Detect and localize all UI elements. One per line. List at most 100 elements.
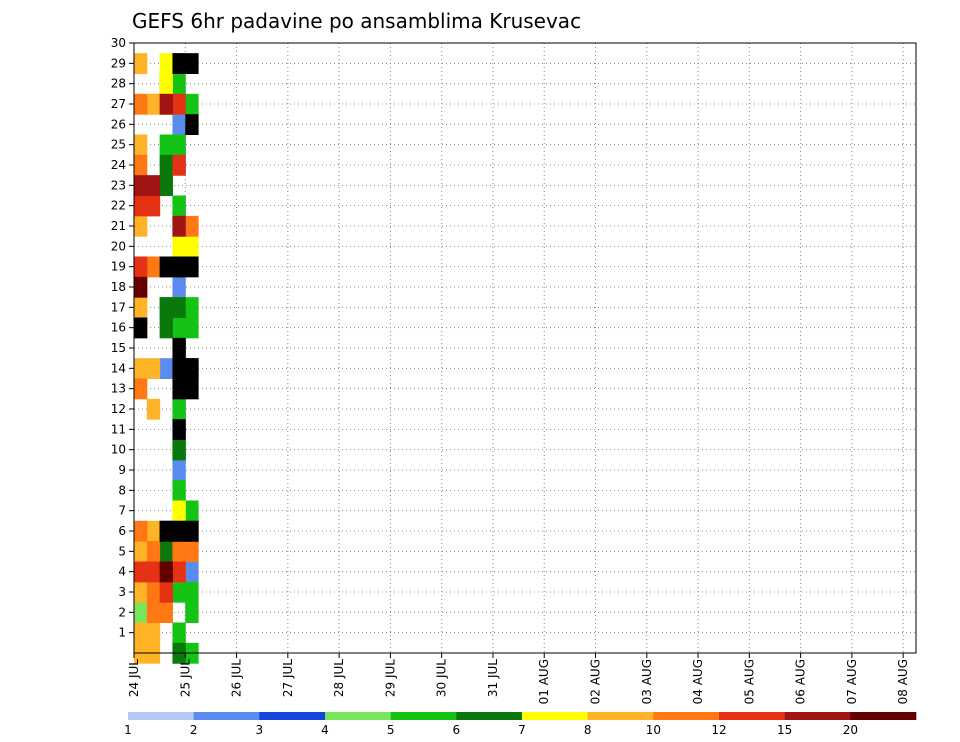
data-cell	[159, 175, 173, 196]
legend-level-label: 3	[256, 723, 264, 737]
legend-level-label: 4	[321, 723, 329, 737]
y-tick-label: 2	[118, 605, 126, 619]
y-tick-label: 27	[111, 97, 126, 111]
legend-swatch	[259, 712, 326, 720]
legend-level-label: 10	[646, 723, 661, 737]
legend-swatch	[456, 712, 523, 720]
legend-swatch	[850, 712, 917, 720]
data-cell	[134, 53, 148, 74]
data-cell	[159, 93, 173, 115]
data-cell	[134, 317, 148, 339]
y-tick-label: 18	[111, 280, 126, 294]
data-cell	[134, 602, 148, 623]
x-tick-label: 07 AUG	[845, 659, 859, 704]
data-cell	[172, 276, 186, 298]
y-tick-label: 9	[118, 463, 126, 477]
x-tick-label: 06 AUG	[794, 659, 808, 704]
legend-swatch	[193, 712, 260, 720]
data-cell	[134, 93, 148, 115]
y-tick-label: 13	[111, 382, 126, 396]
legend-level-label: 7	[518, 723, 526, 737]
data-cell	[185, 520, 199, 542]
legend-level-label: 12	[711, 723, 726, 737]
data-cell	[172, 256, 186, 278]
y-tick-label: 23	[111, 178, 126, 192]
data-cell	[146, 561, 161, 583]
data-cell	[146, 622, 161, 644]
y-tick-label: 12	[111, 402, 126, 416]
data-cell	[159, 561, 173, 583]
data-cell	[185, 541, 199, 562]
legend-level-label: 5	[387, 723, 395, 737]
data-cell	[172, 419, 186, 440]
legend-level-label: 2	[190, 723, 198, 737]
legend-swatch	[128, 712, 194, 720]
data-cell	[159, 73, 173, 95]
y-tick-label: 26	[111, 117, 126, 131]
y-tick-label: 24	[111, 158, 126, 172]
data-cell	[159, 134, 173, 156]
data-cell	[172, 500, 186, 522]
x-tick-label: 26 JUL	[230, 659, 244, 697]
data-cell	[172, 378, 186, 400]
data-cell	[172, 398, 186, 420]
legend-level-label: 20	[843, 723, 858, 737]
data-cell	[185, 93, 199, 115]
legend-level-label: 6	[453, 723, 461, 737]
y-tick-label: 25	[111, 138, 126, 152]
data-cell	[185, 114, 199, 135]
data-cell	[185, 53, 199, 74]
data-cell	[146, 358, 161, 379]
data-cell	[146, 256, 161, 278]
data-cell	[185, 236, 199, 257]
x-tick-label: 27 JUL	[281, 659, 295, 697]
data-cell	[134, 541, 148, 562]
data-cell	[134, 276, 148, 298]
data-cell	[134, 134, 148, 156]
legend-swatch	[719, 712, 785, 720]
x-tick-label: 05 AUG	[742, 659, 756, 704]
data-cell	[185, 215, 199, 237]
y-tick-label: 21	[111, 219, 126, 233]
data-cell	[172, 358, 186, 379]
data-cell	[159, 297, 173, 318]
data-cell	[185, 602, 199, 623]
x-tick-label: 04 AUG	[691, 659, 705, 704]
data-cell	[172, 541, 186, 562]
grid	[134, 42, 916, 653]
y-tick-label: 15	[111, 341, 126, 355]
legend-level-label: 15	[777, 723, 792, 737]
y-tick-label: 5	[118, 544, 126, 558]
data-cell	[159, 602, 173, 623]
y-tick-label: 1	[118, 626, 126, 640]
legend-level-label: 8	[584, 723, 592, 737]
data-cell	[159, 53, 173, 74]
chart-title: GEFS 6hr padavine po ansamblima Krusevac	[132, 9, 581, 33]
data-cell	[134, 561, 148, 583]
data-cell	[172, 93, 186, 115]
data-cell	[134, 297, 148, 318]
data-cell	[172, 154, 186, 176]
y-tick-label: 20	[111, 239, 126, 253]
y-tick-label: 28	[111, 77, 126, 91]
data-cell	[134, 154, 148, 176]
data-cell	[172, 73, 186, 95]
legend-swatch	[784, 712, 851, 720]
x-tick-label: 02 AUG	[589, 659, 603, 704]
data-cell	[172, 337, 186, 359]
x-tick-label: 28 JUL	[332, 659, 346, 697]
x-tick-label: 31 JUL	[486, 659, 500, 697]
data-cell	[185, 317, 199, 339]
legend-swatch	[653, 712, 720, 720]
y-tick-label: 14	[111, 361, 126, 375]
x-tick-label: 29 JUL	[383, 659, 397, 697]
data-cell	[172, 439, 186, 461]
data-cell	[172, 53, 186, 74]
y-tick-label: 30	[111, 36, 126, 50]
y-tick-label: 17	[111, 300, 126, 314]
data-cell	[159, 520, 173, 542]
y-axis: 1234567891011121314151617181920212223242…	[111, 36, 134, 640]
data-cell	[185, 500, 199, 522]
legend-swatch	[587, 712, 654, 720]
